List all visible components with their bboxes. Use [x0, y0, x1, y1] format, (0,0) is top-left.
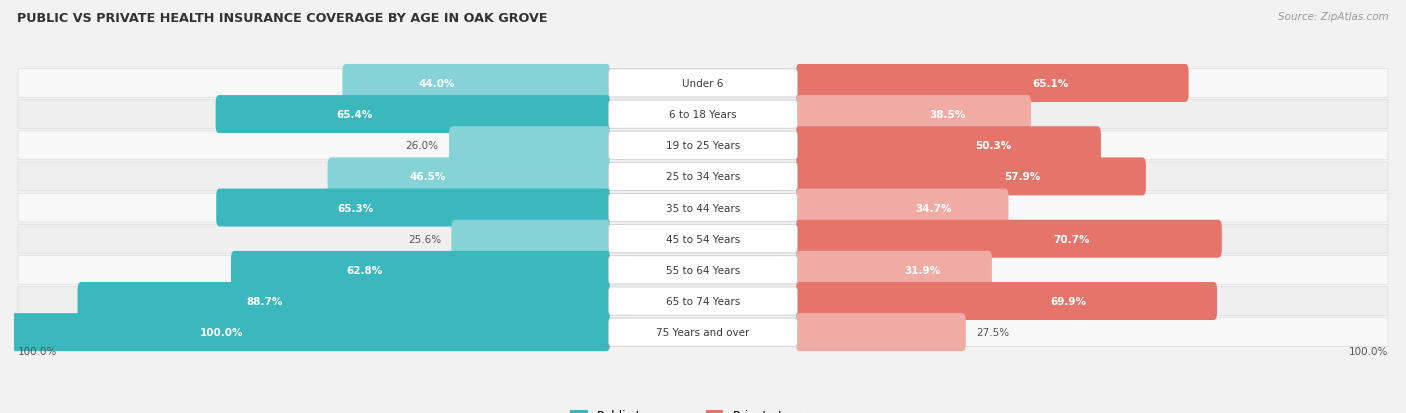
FancyBboxPatch shape — [609, 194, 797, 222]
Text: 6 to 18 Years: 6 to 18 Years — [669, 110, 737, 120]
FancyBboxPatch shape — [215, 96, 610, 134]
FancyBboxPatch shape — [796, 127, 1101, 165]
Text: 50.3%: 50.3% — [974, 141, 1011, 151]
Legend: Public Insurance, Private Insurance: Public Insurance, Private Insurance — [565, 404, 841, 413]
FancyBboxPatch shape — [796, 96, 1031, 134]
FancyBboxPatch shape — [343, 65, 610, 103]
Text: 25.6%: 25.6% — [408, 234, 441, 244]
Text: Under 6: Under 6 — [682, 79, 724, 89]
Text: 55 to 64 Years: 55 to 64 Years — [666, 265, 740, 275]
FancyBboxPatch shape — [609, 225, 797, 253]
FancyBboxPatch shape — [796, 282, 1218, 320]
FancyBboxPatch shape — [609, 318, 797, 347]
Text: 35 to 44 Years: 35 to 44 Years — [666, 203, 740, 213]
FancyBboxPatch shape — [217, 189, 610, 227]
FancyBboxPatch shape — [449, 127, 610, 165]
Text: 31.9%: 31.9% — [904, 265, 941, 275]
Text: Source: ZipAtlas.com: Source: ZipAtlas.com — [1278, 12, 1389, 22]
Text: 65.4%: 65.4% — [336, 110, 373, 120]
Text: 65 to 74 Years: 65 to 74 Years — [666, 296, 740, 306]
FancyBboxPatch shape — [328, 158, 610, 196]
FancyBboxPatch shape — [796, 313, 966, 351]
Text: 26.0%: 26.0% — [406, 141, 439, 151]
FancyBboxPatch shape — [77, 282, 610, 320]
FancyBboxPatch shape — [609, 256, 797, 284]
Text: 19 to 25 Years: 19 to 25 Years — [666, 141, 740, 151]
Text: 45 to 54 Years: 45 to 54 Years — [666, 234, 740, 244]
Text: 25 to 34 Years: 25 to 34 Years — [666, 172, 740, 182]
Text: 100.0%: 100.0% — [18, 347, 58, 356]
Text: 44.0%: 44.0% — [419, 79, 456, 89]
Text: 70.7%: 70.7% — [1053, 234, 1090, 244]
Text: 62.8%: 62.8% — [346, 265, 382, 275]
FancyBboxPatch shape — [18, 194, 1388, 222]
FancyBboxPatch shape — [18, 318, 1388, 347]
FancyBboxPatch shape — [231, 251, 610, 289]
FancyBboxPatch shape — [18, 163, 1388, 191]
FancyBboxPatch shape — [609, 287, 797, 315]
FancyBboxPatch shape — [18, 100, 1388, 129]
Text: 65.1%: 65.1% — [1032, 79, 1069, 89]
Text: 65.3%: 65.3% — [337, 203, 373, 213]
FancyBboxPatch shape — [796, 189, 1008, 227]
Text: 27.5%: 27.5% — [976, 328, 1010, 337]
FancyBboxPatch shape — [18, 69, 1388, 98]
Text: 34.7%: 34.7% — [915, 203, 952, 213]
FancyBboxPatch shape — [18, 132, 1388, 160]
Text: 100.0%: 100.0% — [1348, 347, 1388, 356]
FancyBboxPatch shape — [18, 225, 1388, 254]
FancyBboxPatch shape — [609, 70, 797, 98]
FancyBboxPatch shape — [451, 220, 610, 258]
Text: 38.5%: 38.5% — [929, 110, 966, 120]
FancyBboxPatch shape — [609, 101, 797, 129]
Text: 100.0%: 100.0% — [200, 328, 243, 337]
Text: 46.5%: 46.5% — [409, 172, 446, 182]
FancyBboxPatch shape — [796, 251, 991, 289]
FancyBboxPatch shape — [796, 220, 1222, 258]
FancyBboxPatch shape — [11, 313, 610, 351]
FancyBboxPatch shape — [609, 132, 797, 160]
FancyBboxPatch shape — [796, 65, 1188, 103]
FancyBboxPatch shape — [609, 163, 797, 191]
Text: 88.7%: 88.7% — [247, 296, 283, 306]
FancyBboxPatch shape — [18, 256, 1388, 285]
Text: 75 Years and over: 75 Years and over — [657, 328, 749, 337]
Text: 69.9%: 69.9% — [1050, 296, 1087, 306]
Text: 57.9%: 57.9% — [1004, 172, 1040, 182]
FancyBboxPatch shape — [18, 287, 1388, 316]
Text: PUBLIC VS PRIVATE HEALTH INSURANCE COVERAGE BY AGE IN OAK GROVE: PUBLIC VS PRIVATE HEALTH INSURANCE COVER… — [17, 12, 547, 25]
FancyBboxPatch shape — [796, 158, 1146, 196]
